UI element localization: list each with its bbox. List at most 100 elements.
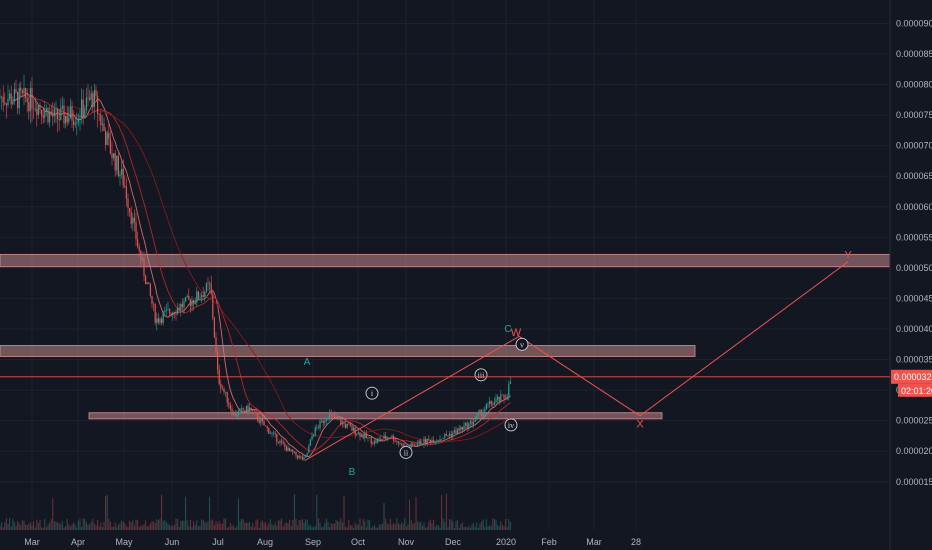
price-tick-label: 0.00002500 (896, 416, 932, 426)
candle-body (287, 447, 289, 452)
wave-label-C: C (504, 324, 511, 335)
candle-body (165, 309, 167, 311)
volume-bar (145, 520, 147, 530)
candle-body (119, 174, 121, 177)
volume-bar (308, 525, 310, 530)
countdown-box (898, 383, 932, 397)
candle-body (117, 156, 119, 177)
time-tick-label: Apr (71, 537, 85, 547)
time-tick-label: Aug (257, 537, 273, 547)
volume-bar (383, 502, 385, 530)
volume-bar (31, 525, 33, 530)
volume-bar (138, 527, 140, 530)
candle-body (73, 120, 75, 125)
candle-body (317, 427, 319, 429)
volume-bar (119, 523, 121, 530)
candle-body (447, 435, 449, 437)
volume-bar (95, 525, 97, 530)
candle-body (169, 309, 171, 314)
volume-bar (1, 522, 3, 530)
volume-bar (236, 526, 238, 530)
candle-body (113, 153, 115, 158)
candle-body (266, 426, 268, 429)
price-zone (0, 253, 891, 268)
volume-bar (490, 525, 492, 530)
candle-body (44, 111, 46, 118)
candle-body (465, 423, 467, 426)
volume-bar (417, 521, 419, 530)
candle-body (108, 132, 110, 139)
candle-body (316, 427, 318, 429)
volume-bar (333, 523, 335, 530)
candle-body (100, 114, 102, 125)
candle-body (457, 428, 459, 434)
projection-line (304, 335, 520, 461)
candle-body (327, 418, 329, 420)
volume-bar (146, 526, 148, 530)
candle-body (188, 296, 190, 300)
candle-body (138, 246, 140, 251)
volume-bar (82, 518, 84, 530)
time-axis[interactable]: Mar Apr May Jun Jul Aug Sep Oct Nov Dec 2020 Feb Mar… (24, 537, 641, 547)
candle-body (12, 101, 14, 105)
volume-bar (42, 527, 44, 530)
candle-body (23, 87, 25, 94)
candle-body (133, 217, 135, 222)
candle-body (482, 412, 484, 417)
volume-bar (325, 518, 327, 530)
volume-bar (431, 523, 433, 530)
candle-body (87, 97, 89, 99)
candle-body (140, 250, 142, 261)
volume-bar (257, 519, 259, 530)
candle-body (26, 97, 28, 102)
volume-bar (465, 526, 467, 530)
volume-bar (69, 526, 71, 530)
candle-body (295, 451, 297, 456)
volume-bar (388, 524, 390, 530)
candle-body (509, 381, 511, 384)
volume-bar (9, 518, 11, 530)
wave-circle-label (474, 368, 488, 382)
volume-bar (57, 522, 59, 530)
candle-body (10, 93, 12, 105)
candle-body (221, 388, 223, 389)
candle-body (479, 410, 481, 413)
volume-bar (386, 522, 388, 530)
volume-bar (191, 527, 193, 530)
candle-body (121, 168, 123, 175)
volume-bar (405, 526, 407, 530)
volume-bar (178, 526, 180, 530)
candle-body (101, 123, 103, 125)
candle-body (2, 96, 4, 103)
volume-bar (497, 525, 499, 530)
volume-bar (345, 526, 347, 530)
candle-body (84, 109, 86, 117)
candle-body (172, 312, 174, 316)
candle-body (253, 410, 255, 412)
candle-body (189, 299, 191, 306)
candle-body (351, 426, 353, 431)
volume-bar (164, 519, 166, 530)
volume-bar (167, 523, 169, 530)
candle-body (329, 413, 331, 419)
volume-bar (5, 518, 7, 530)
candle-body (213, 317, 215, 338)
volume-bar (268, 522, 270, 530)
candle-body (207, 283, 209, 284)
price-tick-label: 0.00008500 (896, 49, 932, 59)
volume-bar (113, 526, 115, 530)
candle-body (124, 185, 126, 187)
candle-body (257, 413, 259, 421)
volume-bar (175, 518, 177, 530)
price-zone (88, 412, 663, 420)
candle-body (79, 117, 81, 119)
candle-body (181, 303, 183, 308)
volume-bar (33, 521, 35, 530)
volume-bar (263, 523, 265, 530)
candle-body (285, 446, 287, 452)
volume-bar (61, 521, 63, 530)
candle-body (255, 411, 257, 414)
candle-body (204, 291, 206, 297)
